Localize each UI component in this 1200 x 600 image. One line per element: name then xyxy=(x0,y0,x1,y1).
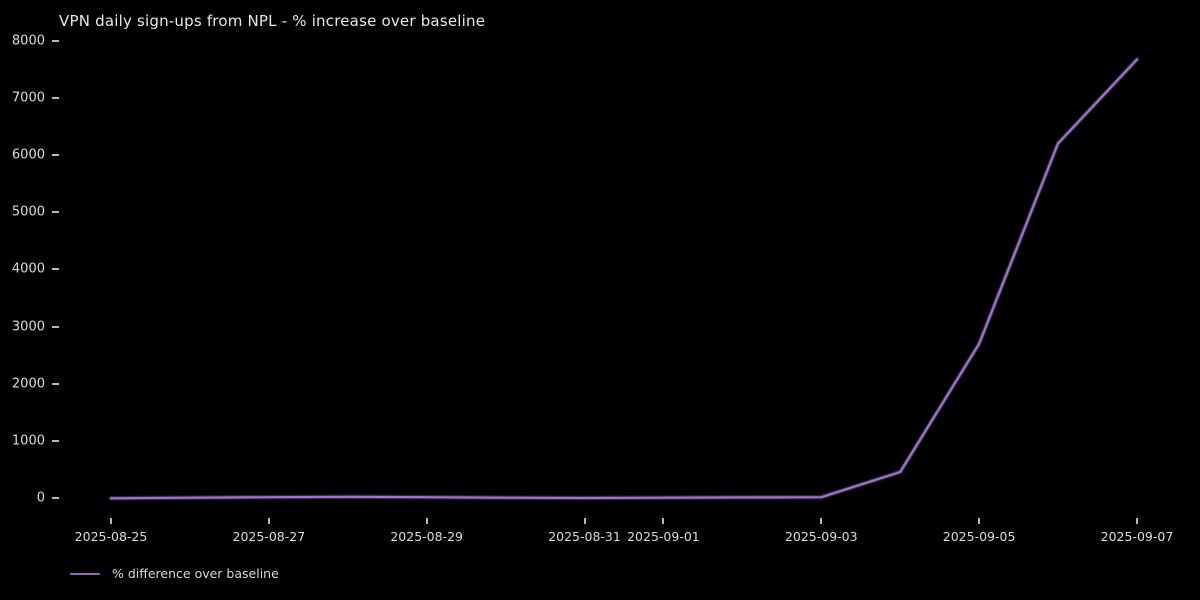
x-tick-mark xyxy=(425,518,428,524)
y-tick-label: 5000 xyxy=(11,204,45,220)
x-tick-label: 2025-09-07 xyxy=(1100,529,1174,544)
x-tick-label: 2025-09-01 xyxy=(627,529,700,544)
y-tick-label: 3000 xyxy=(11,319,45,335)
y-tick-mark xyxy=(52,440,59,443)
y-tick-label: 8000 xyxy=(11,33,45,48)
x-tick-mark xyxy=(662,518,665,524)
series-line-halo xyxy=(108,57,1140,501)
y-tick-mark xyxy=(52,96,59,99)
y-tick-label: 0 xyxy=(36,490,45,506)
x-tick-label: 2025-08-25 xyxy=(74,529,148,544)
x-tick-label: 2025-08-27 xyxy=(232,529,306,544)
y-tick-label: 2000 xyxy=(11,376,45,392)
x-tick-label: 2025-08-29 xyxy=(390,529,463,544)
x-tick-mark xyxy=(267,518,270,524)
legend: % difference over baseline xyxy=(70,566,279,581)
y-tick-label: 4000 xyxy=(11,261,45,277)
x-tick-label: 2025-08-31 xyxy=(548,529,621,544)
x-tick-mark xyxy=(978,518,981,524)
x-tick-mark xyxy=(110,518,112,524)
chart-title: VPN daily sign-ups from NPL - % increase… xyxy=(59,12,486,30)
x-tick-label: 2025-09-03 xyxy=(784,529,858,544)
y-tick-mark xyxy=(52,39,59,42)
y-tick-mark xyxy=(52,211,59,214)
y-tick-label: 1000 xyxy=(11,433,45,449)
x-tick-label: 2025-09-05 xyxy=(942,529,1016,544)
y-tick-mark xyxy=(52,153,59,156)
y-tick-mark xyxy=(52,382,59,385)
x-tick-mark xyxy=(583,518,586,524)
y-tick-label: 7000 xyxy=(11,90,45,106)
y-tick-mark xyxy=(52,325,59,328)
x-tick-mark xyxy=(1135,518,1138,524)
series-line xyxy=(109,58,1139,500)
y-tick-mark xyxy=(52,268,59,271)
x-tick-mark xyxy=(820,518,823,524)
y-tick-label: 6000 xyxy=(11,147,45,163)
legend-label: % difference over baseline xyxy=(112,566,279,581)
y-tick-mark xyxy=(52,497,59,500)
legend-line-swatch xyxy=(70,572,100,575)
